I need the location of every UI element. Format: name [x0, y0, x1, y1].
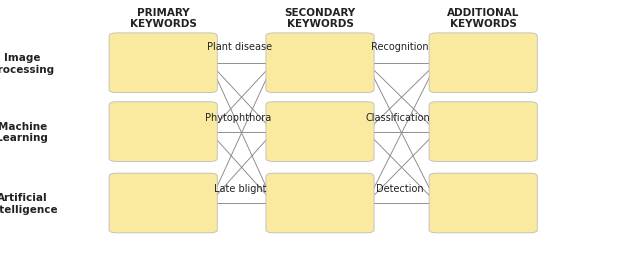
Text: Detection: Detection: [376, 184, 424, 194]
Text: Machine
Learning: Machine Learning: [0, 121, 49, 143]
FancyBboxPatch shape: [266, 34, 374, 93]
Text: ADDITIONAL
KEYWORDS: ADDITIONAL KEYWORDS: [447, 8, 520, 29]
FancyBboxPatch shape: [429, 102, 538, 162]
Text: Recognition: Recognition: [371, 42, 429, 52]
FancyBboxPatch shape: [429, 34, 538, 93]
Text: SECONDARY
KEYWORDS: SECONDARY KEYWORDS: [284, 8, 356, 29]
Text: Late blight: Late blight: [214, 184, 266, 194]
FancyBboxPatch shape: [429, 173, 538, 233]
Text: Plant disease: Plant disease: [207, 42, 273, 52]
Text: Artificial
Intelligence: Artificial Intelligence: [0, 193, 57, 214]
FancyBboxPatch shape: [109, 173, 217, 233]
FancyBboxPatch shape: [109, 102, 217, 162]
Text: Classification: Classification: [365, 113, 430, 122]
Text: Image
Processing: Image Processing: [0, 53, 54, 74]
FancyBboxPatch shape: [109, 34, 217, 93]
FancyBboxPatch shape: [266, 173, 374, 233]
Text: PRIMARY
KEYWORDS: PRIMARY KEYWORDS: [130, 8, 196, 29]
FancyBboxPatch shape: [266, 102, 374, 162]
Text: Phytophthora: Phytophthora: [205, 113, 271, 122]
